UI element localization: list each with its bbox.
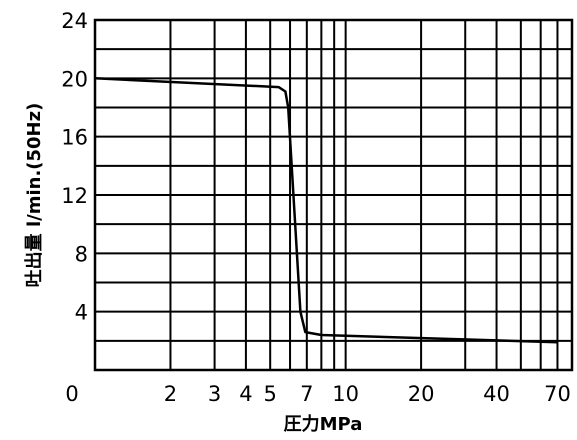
y-tick-label: 16 bbox=[61, 126, 88, 150]
x-axis-label: 圧力MPa bbox=[284, 414, 363, 435]
x-tick-label: 10 bbox=[332, 382, 359, 406]
x-tick-label: 7 bbox=[300, 382, 313, 406]
x-tick-label: 2 bbox=[164, 382, 177, 406]
y-tick-label: 20 bbox=[61, 67, 88, 91]
y-tick-label: 12 bbox=[61, 184, 88, 208]
y-tick-label: 4 bbox=[75, 301, 88, 325]
x-tick-labels: 0 2 3 4 5 7 10 20 40 70 bbox=[65, 382, 571, 406]
x-tick-label: 4 bbox=[239, 382, 252, 406]
y-axis-label: 吐出量 l/min.(50Hz) bbox=[23, 103, 45, 288]
y-tick-label: 24 bbox=[61, 9, 88, 33]
x-tick-label: 40 bbox=[483, 382, 510, 406]
x-tick-label: 20 bbox=[408, 382, 435, 406]
y-tick-labels: 4 8 12 16 20 24 bbox=[61, 9, 88, 325]
x-tick-label: 70 bbox=[544, 382, 571, 406]
x-tick-label: 0 bbox=[65, 382, 78, 406]
series-line bbox=[94, 77, 558, 344]
y-tick-label: 8 bbox=[75, 242, 88, 266]
plot-frame bbox=[93, 18, 574, 372]
x-tick-label: 5 bbox=[264, 382, 277, 406]
grid-lines bbox=[95, 20, 572, 370]
x-tick-label: 3 bbox=[208, 382, 221, 406]
